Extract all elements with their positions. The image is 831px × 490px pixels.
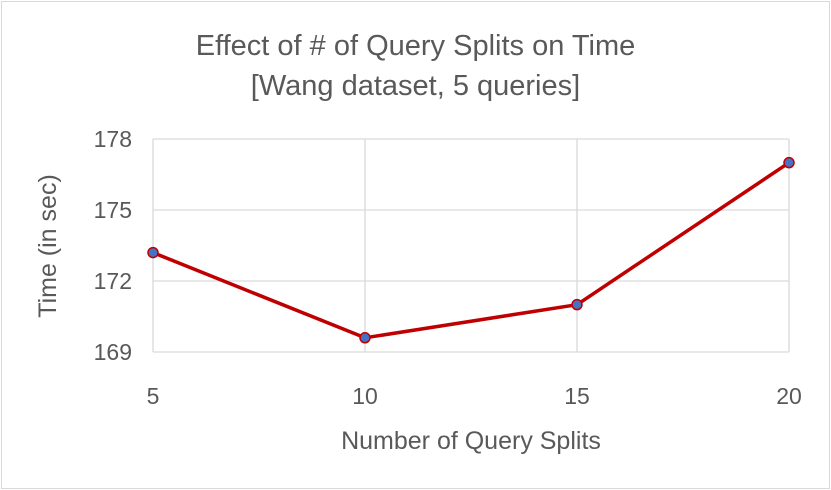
- y-tick-label: 175: [94, 197, 132, 223]
- x-tick-label: 10: [352, 383, 378, 409]
- data-point: [147, 246, 159, 259]
- chart-title: Effect of # of Query Splits on Time: [195, 30, 636, 62]
- x-tick-label: 15: [564, 383, 590, 409]
- x-tick-labels: 5 10 15 20: [147, 383, 802, 409]
- y-tick-label: 169: [94, 339, 132, 365]
- series-line: [152, 161, 790, 340]
- x-axis-title: Number of Query Splits: [341, 427, 601, 455]
- x-tick-label: 5: [147, 383, 160, 409]
- y-tick-label: 172: [94, 268, 132, 294]
- x-tick-label: 20: [776, 383, 802, 409]
- y-tick-label: 178: [94, 126, 132, 152]
- gridlines: [152, 138, 790, 353]
- series-group: [147, 156, 795, 344]
- data-point: [571, 298, 583, 311]
- y-tick-labels: 169 172 175 178: [94, 126, 132, 365]
- data-point: [783, 156, 795, 169]
- data-point: [359, 332, 371, 344]
- y-axis-title: Time (in sec): [34, 174, 62, 318]
- chart-subtitle: [Wang dataset, 5 queries]: [250, 70, 581, 102]
